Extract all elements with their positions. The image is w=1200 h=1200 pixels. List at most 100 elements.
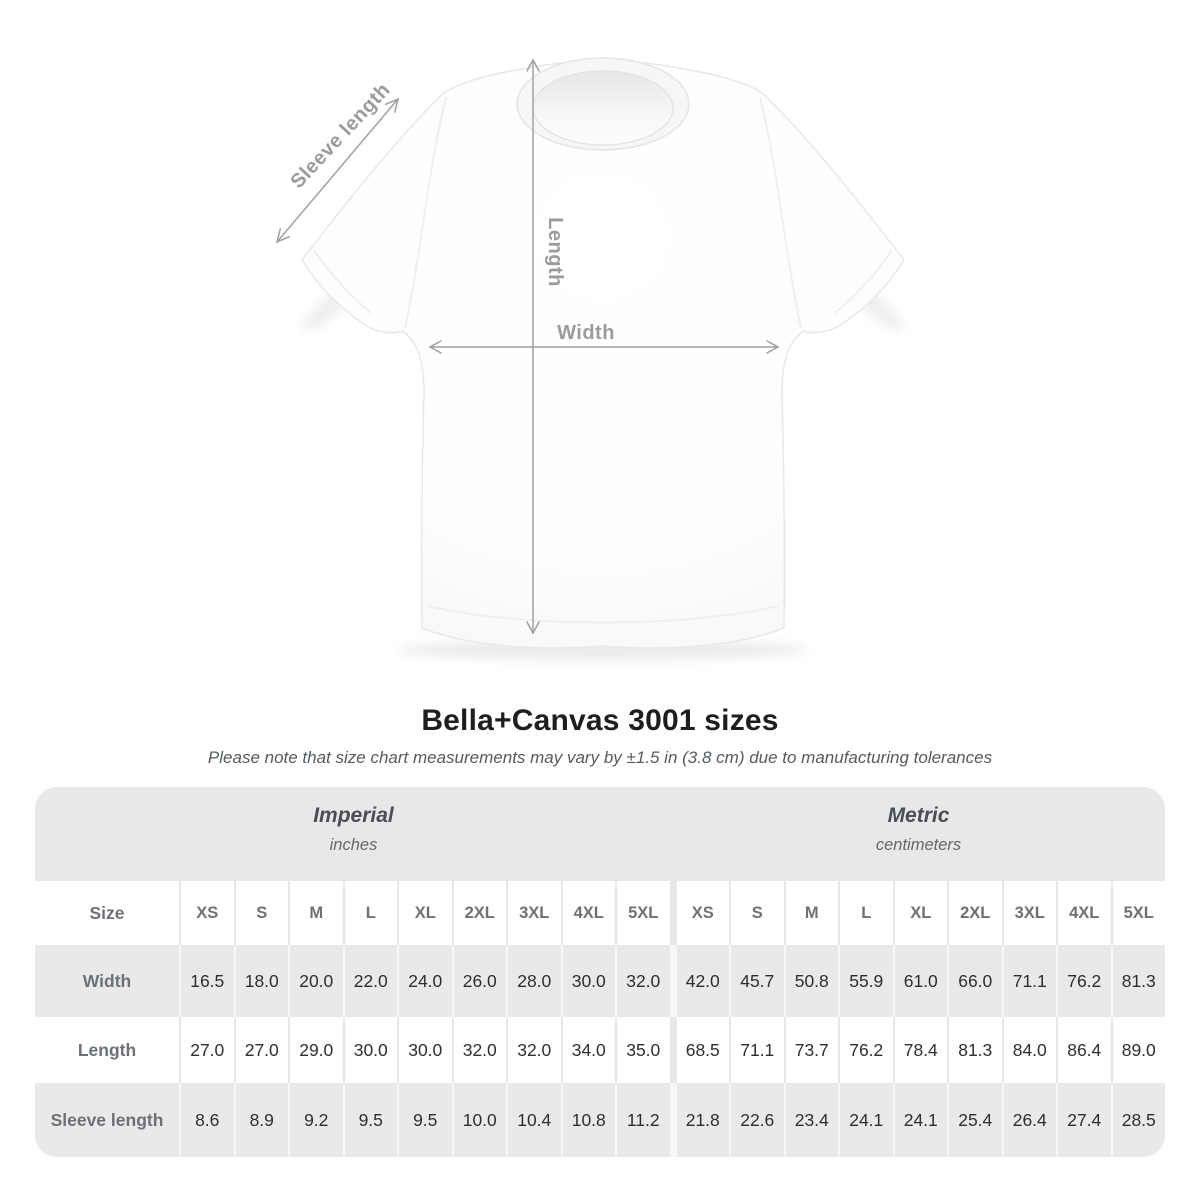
sleeve-length-imperial-8: 11.2 xyxy=(615,1083,670,1157)
sleeve-length-metric-3: 24.1 xyxy=(838,1083,893,1157)
size-header-row-label: Size xyxy=(89,902,125,923)
length-row-label: Length xyxy=(77,1039,137,1060)
size-chart-table: Imperial inches Metric centimeters Size X… xyxy=(35,787,1165,1157)
metric-header: Metric centimeters xyxy=(672,787,1165,855)
tshirt-outline xyxy=(301,60,905,649)
length-metric-2: 73.7 xyxy=(783,1017,839,1083)
size-col-metric-0: XS xyxy=(669,881,730,945)
size-col-metric-4: XL xyxy=(892,881,948,945)
imperial-header: Imperial inches xyxy=(35,787,672,855)
size-col-imperial-1: S xyxy=(233,881,289,945)
length-metric-4: 78.4 xyxy=(892,1017,948,1083)
width-imperial-0: 16.5 xyxy=(179,945,234,1017)
metric-title: Metric xyxy=(887,804,950,827)
size-col-metric-7: 4XL xyxy=(1056,881,1111,945)
tshirt-seams xyxy=(313,96,893,624)
sleeve-length-metric-4: 24.1 xyxy=(892,1083,948,1157)
width-imperial-7: 30.0 xyxy=(560,945,616,1017)
sleeve-length-imperial-1: 8.9 xyxy=(233,1083,289,1157)
size-col-imperial-3: L xyxy=(342,881,398,945)
size-col-metric-2: M xyxy=(783,881,839,945)
size-col-metric-6: 3XL xyxy=(1001,881,1057,945)
width-metric-1: 45.7 xyxy=(729,945,784,1017)
width-imperial-3: 22.0 xyxy=(342,945,398,1017)
measurement-arrows xyxy=(275,58,780,635)
sleeve-length-imperial-6: 10.4 xyxy=(506,1083,561,1157)
width-metric-4: 61.0 xyxy=(892,945,948,1017)
length-imperial-6: 32.0 xyxy=(506,1017,561,1083)
sleeve-length-metric-2: 23.4 xyxy=(783,1083,839,1157)
sleeve-length-metric-8: 28.5 xyxy=(1110,1083,1166,1157)
width-row: Width 16.5 18.0 20.0 22.0 24.0 26.0 28.0 30.0 32.… xyxy=(35,945,1165,1017)
heading-block: Bella+Canvas 3001 sizes Please note that… xyxy=(0,704,1200,768)
width-metric-6: 71.1 xyxy=(1001,945,1057,1017)
size-col-imperial-7: 4XL xyxy=(560,881,616,945)
sleeve-length-metric-6: 26.4 xyxy=(1001,1083,1057,1157)
width-imperial-4: 24.0 xyxy=(397,945,452,1017)
length-metric-8: 89.0 xyxy=(1110,1017,1166,1083)
sleeve-length-metric-7: 27.4 xyxy=(1056,1083,1111,1157)
size-col-metric-1: S xyxy=(729,881,784,945)
sleeve-length-row-label: Sleeve length xyxy=(50,1109,164,1130)
size-col-imperial-2: M xyxy=(288,881,343,945)
width-metric-3: 55.9 xyxy=(838,945,893,1017)
width-metric-8: 81.3 xyxy=(1110,945,1166,1017)
width-imperial-6: 28.0 xyxy=(506,945,561,1017)
size-col-imperial-5: 2XL xyxy=(451,881,507,945)
length-metric-6: 84.0 xyxy=(1001,1017,1057,1083)
sleeve-length-imperial-3: 9.5 xyxy=(342,1083,398,1157)
sleeve-length-imperial-4: 9.5 xyxy=(397,1083,452,1157)
sleeve-length-imperial-7: 10.8 xyxy=(560,1083,616,1157)
length-imperial-2: 29.0 xyxy=(288,1017,343,1083)
width-imperial-2: 20.0 xyxy=(288,945,343,1017)
size-col-metric-3: L xyxy=(838,881,893,945)
length-imperial-5: 32.0 xyxy=(451,1017,507,1083)
size-grid: Size XS S M L XL 2XL 3XL 4XL 5XL XS S M L XL 2XL 3XL 4XL 5… xyxy=(35,881,1165,1157)
sleeve-length-metric-1: 22.6 xyxy=(729,1083,784,1157)
length-imperial-1: 27.0 xyxy=(233,1017,289,1083)
length-metric-7: 86.4 xyxy=(1056,1017,1111,1083)
length-metric-0: 68.5 xyxy=(669,1017,730,1083)
size-col-imperial-8: 5XL xyxy=(615,881,670,945)
tshirt-measurement-diagram: Sleeve length Length Width xyxy=(275,57,905,660)
unit-system-header: Imperial inches Metric centimeters xyxy=(35,787,1165,881)
width-row-label: Width xyxy=(82,970,132,991)
sleeve-length-metric-5: 25.4 xyxy=(947,1083,1002,1157)
size-col-imperial-0: XS xyxy=(179,881,234,945)
length-label: Length xyxy=(544,217,566,287)
width-metric-7: 76.2 xyxy=(1056,945,1111,1017)
sleeve-length-imperial-2: 9.2 xyxy=(288,1083,343,1157)
length-imperial-0: 27.0 xyxy=(179,1017,234,1083)
width-imperial-1: 18.0 xyxy=(233,945,289,1017)
tshirt-diagram-svg: Sleeve length Length Width xyxy=(275,57,905,660)
length-imperial-8: 35.0 xyxy=(615,1017,670,1083)
imperial-title: Imperial xyxy=(313,804,394,827)
length-metric-1: 71.1 xyxy=(729,1017,784,1083)
size-col-imperial-6: 3XL xyxy=(506,881,561,945)
size-col-metric-5: 2XL xyxy=(947,881,1002,945)
length-metric-3: 76.2 xyxy=(838,1017,893,1083)
width-label: Width xyxy=(557,322,615,344)
length-imperial-3: 30.0 xyxy=(342,1017,398,1083)
width-metric-5: 66.0 xyxy=(947,945,1002,1017)
width-imperial-5: 26.0 xyxy=(451,945,507,1017)
size-col-imperial-4: XL xyxy=(397,881,452,945)
chart-title: Bella+Canvas 3001 sizes xyxy=(421,704,779,737)
size-header-row: Size XS S M L XL 2XL 3XL 4XL 5XL XS S M L XL 2XL 3XL 4XL 5… xyxy=(35,881,1165,945)
sleeve-length-arrow xyxy=(276,98,399,243)
width-metric-2: 50.8 xyxy=(783,945,839,1017)
size-col-metric-8: 5XL xyxy=(1110,881,1166,945)
tolerance-note: Please note that size chart measurements… xyxy=(207,748,993,767)
metric-unit: centimeters xyxy=(875,836,962,854)
sleeve-length-imperial-0: 8.6 xyxy=(179,1083,234,1157)
sleeve-length-imperial-5: 10.0 xyxy=(451,1083,507,1157)
width-metric-0: 42.0 xyxy=(669,945,730,1017)
imperial-unit: inches xyxy=(329,836,378,854)
length-imperial-7: 34.0 xyxy=(560,1017,616,1083)
length-row: Length 27.0 27.0 29.0 30.0 30.0 32.0 32.0 34.0 35… xyxy=(35,1017,1165,1083)
length-metric-5: 81.3 xyxy=(947,1017,1002,1083)
length-imperial-4: 30.0 xyxy=(397,1017,452,1083)
sleeve-length-row: Sleeve length 8.6 8.9 9.2 9.5 9.5 10.0 10.4 10.8… xyxy=(35,1083,1165,1157)
width-imperial-8: 32.0 xyxy=(615,945,670,1017)
